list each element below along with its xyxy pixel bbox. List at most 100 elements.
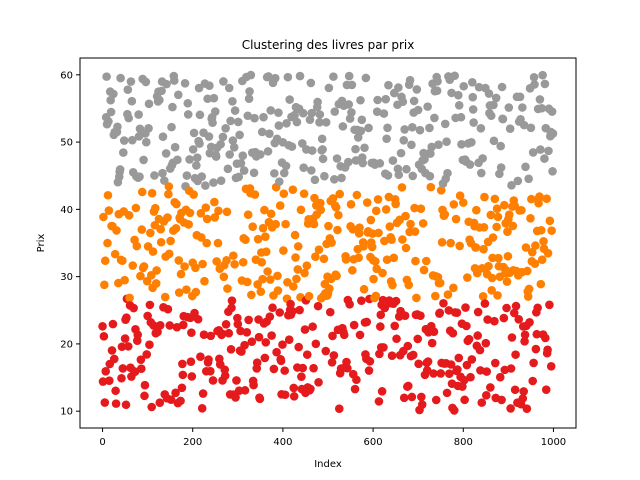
data-point	[151, 203, 160, 213]
data-point	[132, 241, 142, 251]
data-point	[141, 77, 151, 87]
data-point	[448, 328, 458, 338]
data-point	[226, 116, 235, 126]
data-point	[484, 261, 493, 271]
data-point	[214, 206, 223, 216]
data-point	[197, 404, 207, 413]
data-point	[307, 146, 317, 155]
data-point	[454, 90, 463, 100]
data-point	[281, 219, 290, 229]
data-point	[150, 171, 159, 180]
data-point	[254, 332, 264, 342]
data-point	[486, 383, 495, 392]
data-point	[361, 73, 371, 83]
data-point	[152, 266, 161, 275]
data-point	[266, 209, 276, 219]
data-point	[436, 369, 446, 378]
data-point	[309, 363, 318, 373]
data-point	[149, 321, 158, 330]
data-point	[339, 330, 349, 340]
data-point	[354, 253, 363, 262]
data-point	[260, 205, 269, 215]
data-point	[412, 293, 421, 303]
data-point	[245, 87, 254, 96]
data-point	[298, 363, 308, 373]
data-point	[268, 303, 277, 313]
data-point	[356, 126, 366, 136]
data-point	[265, 275, 275, 284]
data-point	[284, 335, 294, 345]
data-point	[332, 271, 341, 281]
data-point	[392, 334, 401, 344]
data-point	[109, 354, 119, 364]
data-point	[394, 170, 404, 180]
data-point	[427, 338, 437, 348]
data-point	[405, 75, 415, 85]
data-point	[264, 72, 273, 81]
data-point	[359, 284, 369, 294]
data-point	[502, 303, 511, 313]
data-point	[174, 90, 183, 100]
data-point	[533, 303, 542, 313]
data-point	[135, 172, 144, 181]
data-point	[242, 277, 252, 287]
data-point	[371, 206, 381, 216]
data-point	[298, 139, 307, 148]
data-point	[194, 83, 204, 93]
data-point	[156, 237, 166, 247]
data-point	[542, 194, 551, 204]
data-point	[359, 242, 368, 251]
data-point	[279, 168, 289, 178]
data-point	[273, 271, 282, 281]
data-point	[329, 351, 339, 360]
data-point	[279, 246, 288, 255]
data-point	[274, 121, 284, 130]
data-point	[396, 148, 406, 158]
data-point	[378, 295, 388, 305]
data-point	[198, 259, 207, 269]
data-point	[390, 321, 400, 331]
data-point	[366, 215, 376, 225]
data-point	[191, 287, 201, 297]
data-point	[430, 113, 439, 123]
data-point	[477, 398, 487, 407]
data-point	[164, 182, 174, 191]
data-point	[191, 263, 200, 273]
data-point	[290, 230, 300, 240]
data-point	[452, 308, 462, 317]
data-point	[197, 172, 207, 181]
data-point	[337, 173, 346, 183]
data-point	[541, 385, 551, 394]
data-point	[497, 82, 507, 92]
data-point	[352, 190, 362, 200]
data-point	[101, 367, 110, 376]
data-point	[128, 261, 138, 270]
data-point	[189, 128, 199, 138]
data-point	[398, 97, 408, 107]
data-point	[238, 151, 248, 160]
data-point	[374, 228, 383, 238]
data-point	[133, 330, 143, 340]
data-point	[99, 332, 109, 341]
data-point	[193, 314, 203, 324]
data-point	[525, 317, 534, 327]
data-point	[220, 365, 230, 374]
data-point	[418, 219, 428, 228]
data-point	[198, 389, 208, 398]
data-point	[256, 287, 266, 296]
data-point	[347, 80, 357, 90]
data-points	[98, 70, 558, 415]
data-point	[379, 343, 388, 352]
data-point	[180, 78, 190, 88]
data-point	[461, 303, 470, 312]
data-point	[202, 214, 212, 224]
data-point	[503, 251, 513, 261]
data-point	[270, 169, 279, 178]
data-point	[310, 175, 320, 185]
data-point	[280, 366, 290, 375]
data-point	[373, 195, 383, 204]
data-point	[275, 177, 284, 186]
data-point	[416, 204, 426, 213]
data-point	[400, 311, 410, 320]
data-point	[529, 358, 538, 368]
